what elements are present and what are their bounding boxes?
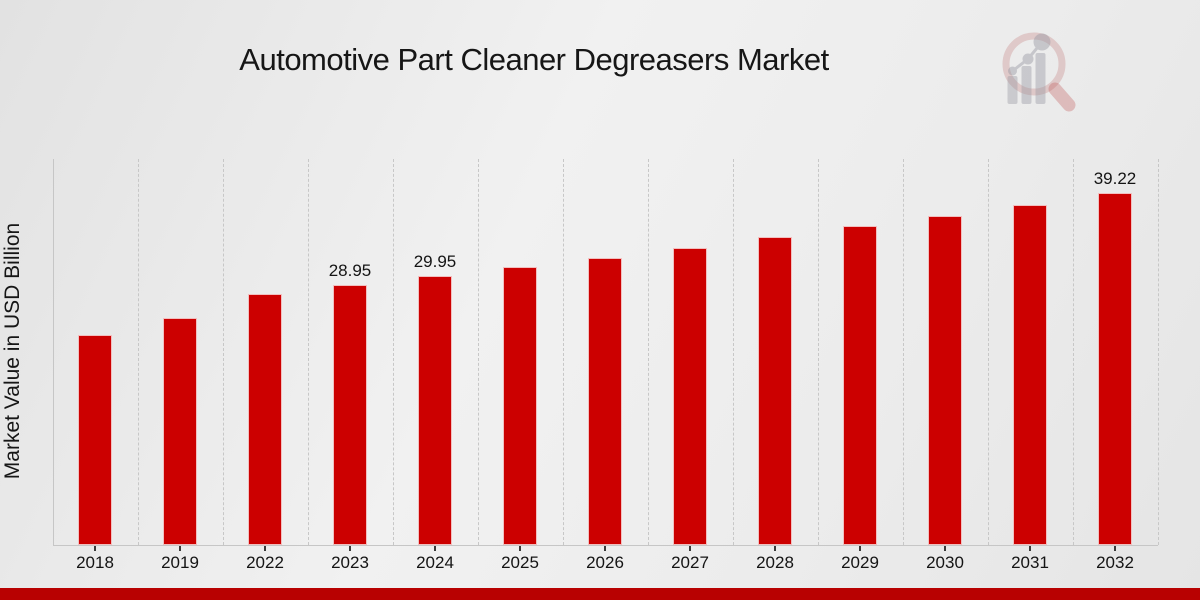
x-tick-label: 2018 (76, 553, 114, 572)
gridline (1073, 159, 1074, 545)
bar-value-label: 39.22 (1093, 169, 1137, 188)
y-axis-label: Market Value in USD Billion (1, 222, 24, 480)
x-tick-label: 2024 (416, 553, 454, 572)
bar-2022 (248, 294, 282, 545)
gridline (223, 159, 224, 545)
gridline (818, 159, 819, 545)
x-tick-label: 2028 (756, 553, 794, 572)
plot-area: 2018 2019 2022 2023 28.95 2024 29.95 2025 2026 20… (53, 159, 1159, 572)
bar-2031 (1013, 205, 1047, 545)
gridline (1158, 159, 1159, 545)
x-tick-label: 2030 (926, 553, 964, 572)
bar-2023 (333, 285, 367, 545)
x-tick-label: 2022 (246, 553, 284, 572)
bar-value-label: 29.95 (413, 252, 457, 271)
footer-banner (0, 588, 1200, 600)
magnifier-growth-chart-logo-icon (1002, 32, 1076, 112)
bar-2024 (418, 276, 452, 545)
x-axis-tick (349, 546, 351, 551)
logo-lens-ring (1002, 32, 1066, 96)
bar-2026 (588, 258, 622, 545)
x-tick-label: 2019 (161, 553, 199, 572)
bar-2025 (503, 267, 537, 545)
gridline (733, 159, 734, 545)
x-tick-label: 2032 (1096, 553, 1134, 572)
bar-2032 (1098, 193, 1132, 545)
bar-2018 (78, 335, 112, 545)
x-axis-spine (53, 545, 1158, 546)
gridline (308, 159, 309, 545)
y-axis-spine (53, 159, 54, 545)
chart-title: Automotive Part Cleaner Degreasers Marke… (239, 42, 829, 77)
x-tick-label: 2031 (1011, 553, 1049, 572)
logo-handle (1048, 82, 1076, 112)
x-tick-label: 2029 (841, 553, 879, 572)
x-axis-tick (264, 546, 266, 551)
x-axis-tick (859, 546, 861, 551)
bar-2028 (758, 237, 792, 545)
x-axis-tick (519, 546, 521, 551)
logo-trend-line (1008, 33, 1051, 76)
bar-value-label: 28.95 (328, 261, 372, 280)
gridline (138, 159, 139, 545)
gridline (393, 159, 394, 545)
x-axis-tick (944, 546, 946, 551)
logo-bars (1007, 53, 1046, 104)
bar-2029 (843, 226, 877, 545)
gridline (903, 159, 904, 545)
x-tick-label: 2023 (331, 553, 369, 572)
x-axis-tick (179, 546, 181, 551)
gridline (988, 159, 989, 545)
bar-2019 (163, 318, 197, 545)
x-axis-tick (604, 546, 606, 551)
x-axis-tick (94, 546, 96, 551)
gridline (648, 159, 649, 545)
gridline (563, 159, 564, 545)
x-tick-label: 2025 (501, 553, 539, 572)
bar-2030 (928, 216, 962, 545)
x-axis-tick (774, 546, 776, 551)
x-axis-tick (434, 546, 436, 551)
x-tick-label: 2027 (671, 553, 709, 572)
x-tick-label: 2026 (586, 553, 624, 572)
gridline (478, 159, 479, 545)
x-axis-tick (689, 546, 691, 551)
bar-2027 (673, 248, 707, 545)
x-axis-tick (1029, 546, 1031, 551)
x-axis-tick (1114, 546, 1116, 551)
